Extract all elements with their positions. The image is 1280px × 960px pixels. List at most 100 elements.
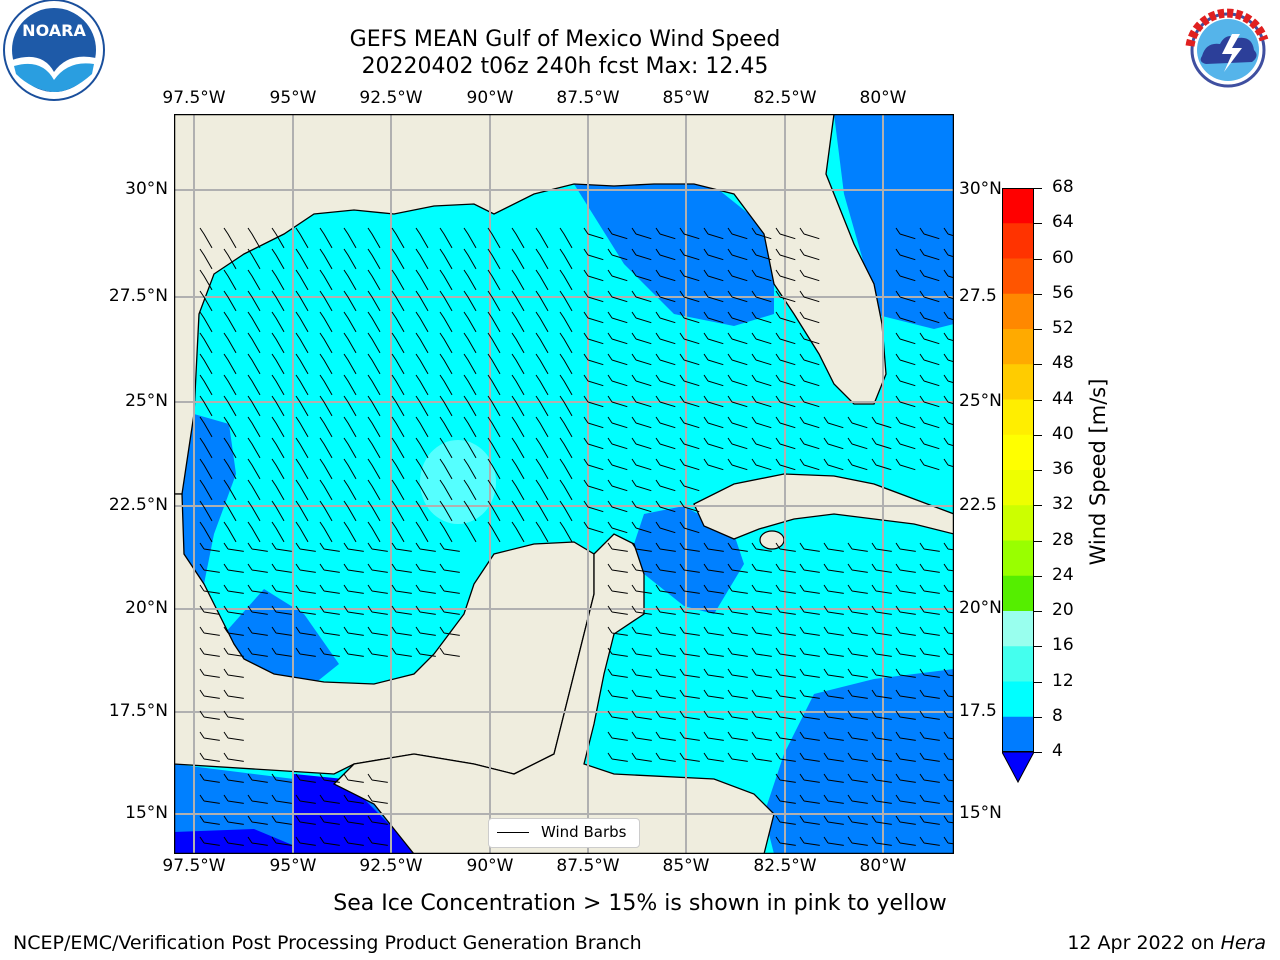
wind-barb	[655, 542, 676, 552]
wind-barb	[583, 248, 604, 261]
wind-barb	[919, 248, 940, 261]
wind-barb	[703, 227, 724, 240]
wind-barb	[823, 584, 844, 594]
wind-barb	[943, 332, 954, 342]
wind-barb	[367, 395, 381, 417]
wind-barb	[919, 416, 940, 429]
wind-barb	[871, 836, 892, 846]
wind-barb	[415, 626, 436, 636]
wind-barb	[823, 605, 844, 615]
wind-barb	[799, 458, 820, 471]
wind-barb	[727, 542, 748, 552]
colorbar-band	[1002, 505, 1034, 541]
wind-barb	[343, 290, 357, 312]
wind-barb	[775, 563, 796, 573]
colorbar-tick-mark	[1034, 611, 1042, 612]
wind-barb	[919, 647, 940, 657]
wind-barb	[871, 584, 892, 594]
wind-barb	[487, 248, 501, 270]
wind-barb	[343, 353, 357, 375]
colorbar-band	[1002, 470, 1034, 506]
wind-barb	[631, 395, 652, 408]
lat-tick-left: 20°N	[125, 598, 168, 618]
wind-barb	[895, 626, 916, 636]
wind-barb	[247, 836, 268, 846]
lat-tick-left: 30°N	[125, 179, 168, 199]
wind-barb	[655, 227, 676, 240]
stronger-wind-patch	[420, 440, 496, 524]
wind-barb	[367, 332, 381, 354]
wind-barb	[295, 563, 316, 573]
colorbar-extend	[1001, 751, 1035, 784]
wind-barb	[871, 437, 892, 450]
wind-barb	[775, 794, 796, 804]
wind-barb	[199, 668, 220, 678]
wind-barb	[487, 374, 501, 396]
wind-barb	[199, 416, 213, 438]
wind-barb	[439, 500, 453, 522]
wind-barb	[823, 416, 844, 429]
wind-barb	[751, 227, 772, 240]
wind-barb	[319, 458, 333, 480]
wind-barb	[607, 458, 628, 471]
wind-barb	[391, 269, 405, 291]
wind-barb	[223, 542, 244, 552]
wind-barb	[343, 437, 357, 459]
wind-barb	[319, 269, 333, 291]
wind-barb	[679, 521, 700, 534]
wind-barb	[247, 437, 261, 459]
wind-barb	[703, 710, 724, 720]
wind-barb	[247, 542, 268, 552]
wind-barb	[775, 416, 796, 429]
lon-tick-top: 92.5°W	[359, 88, 423, 108]
wind-barb	[439, 584, 460, 594]
wind-barb	[823, 647, 844, 657]
wind-barb	[895, 752, 916, 762]
wind-barb	[943, 563, 954, 572]
wind-barb	[415, 332, 429, 354]
wind-barb	[799, 374, 820, 387]
wind-barb	[199, 437, 213, 459]
lat-tick-right: 25°N	[959, 391, 1002, 411]
wind-barb	[799, 437, 820, 450]
wind-barb	[247, 584, 268, 594]
wind-barb	[871, 731, 892, 741]
wind-barb	[703, 290, 724, 303]
wind-barb	[607, 584, 628, 594]
caribbean-zone	[764, 669, 954, 854]
wind-barb	[415, 437, 429, 459]
wind-barb	[391, 584, 412, 594]
wind-barb	[415, 647, 436, 657]
wind-barb	[295, 458, 309, 480]
wind-barb	[943, 374, 954, 384]
wind-barb	[631, 521, 652, 534]
wind-barb	[919, 290, 940, 303]
wind-barb	[631, 563, 652, 573]
wind-barb	[631, 605, 652, 615]
colorbar-tick: 16	[1052, 635, 1074, 656]
wind-barb	[511, 416, 525, 438]
wind-barb	[847, 416, 868, 429]
wind-barb	[439, 458, 453, 480]
wind-barb	[415, 563, 436, 573]
wind-barb	[559, 353, 573, 375]
wind-barb	[559, 332, 573, 354]
wind-barb	[247, 605, 268, 615]
wind-barb	[199, 647, 220, 657]
campeche-zone	[224, 589, 339, 684]
wind-barb	[775, 710, 796, 720]
wind-barb	[391, 395, 405, 417]
wind-barb	[271, 416, 285, 438]
wind-barb	[367, 290, 381, 312]
wind-barb	[631, 290, 652, 303]
wind-barb	[871, 710, 892, 720]
wind-barb	[679, 458, 700, 471]
wind-barb	[679, 626, 700, 636]
wind-barb	[511, 374, 525, 396]
wind-barb	[631, 500, 652, 513]
wind-barb	[727, 269, 748, 282]
wind-barb	[919, 353, 940, 366]
wind-barb	[367, 521, 381, 543]
colorbar-label: Wind Speed [m/s]	[1086, 378, 1110, 566]
wind-barb	[271, 563, 292, 573]
